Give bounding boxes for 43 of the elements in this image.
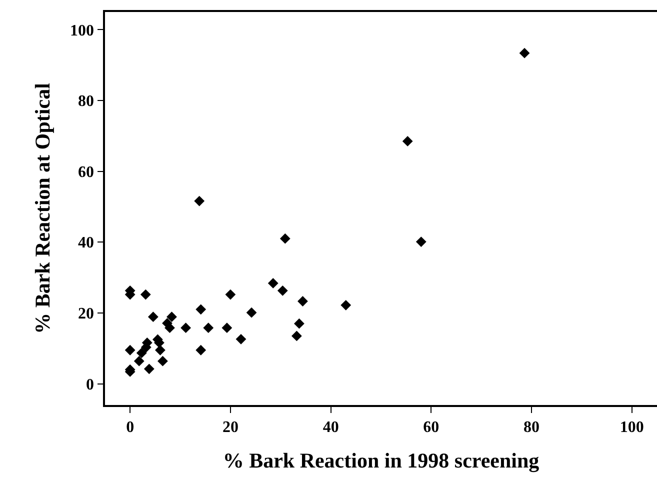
y-tick-label: 60 [78, 164, 94, 181]
point [280, 233, 290, 244]
y-tick-label: 100 [70, 22, 94, 40]
point [236, 334, 246, 344]
y-tick-label: 0 [86, 376, 94, 394]
point [136, 348, 147, 358]
x-axis-title: % Bark Reaction in 1998 screening [222, 448, 540, 473]
point [291, 330, 302, 342]
point [134, 356, 144, 366]
x-tick-label: 0 [126, 418, 134, 436]
point [158, 356, 168, 366]
x-tick-label: 80 [524, 418, 540, 436]
point [155, 344, 166, 356]
point [164, 322, 175, 334]
point [196, 344, 206, 356]
point [140, 289, 151, 300]
point [340, 300, 352, 310]
point [225, 289, 236, 300]
point [294, 318, 304, 329]
x-tick-label: 60 [423, 418, 440, 436]
point [148, 312, 158, 322]
point [144, 364, 154, 374]
point [166, 312, 177, 322]
point [203, 322, 214, 334]
point [222, 322, 232, 334]
y-tick-label: 40 [78, 234, 94, 252]
y-axis-title: % Bark Reaction at Optical [30, 82, 55, 334]
point [268, 278, 278, 288]
point [298, 296, 308, 306]
point [277, 285, 288, 296]
y-tick-label: 20 [78, 306, 94, 323]
point [246, 307, 257, 318]
point [402, 136, 413, 146]
y-tick-label: 80 [78, 93, 94, 110]
x-tick-label: 100 [620, 418, 644, 436]
point [124, 344, 136, 356]
x-tick-label: 40 [322, 418, 339, 436]
point [416, 236, 426, 247]
x-tick-label: 20 [222, 418, 238, 436]
point [519, 48, 530, 58]
point [194, 196, 205, 206]
point [196, 304, 206, 315]
point [180, 322, 191, 334]
